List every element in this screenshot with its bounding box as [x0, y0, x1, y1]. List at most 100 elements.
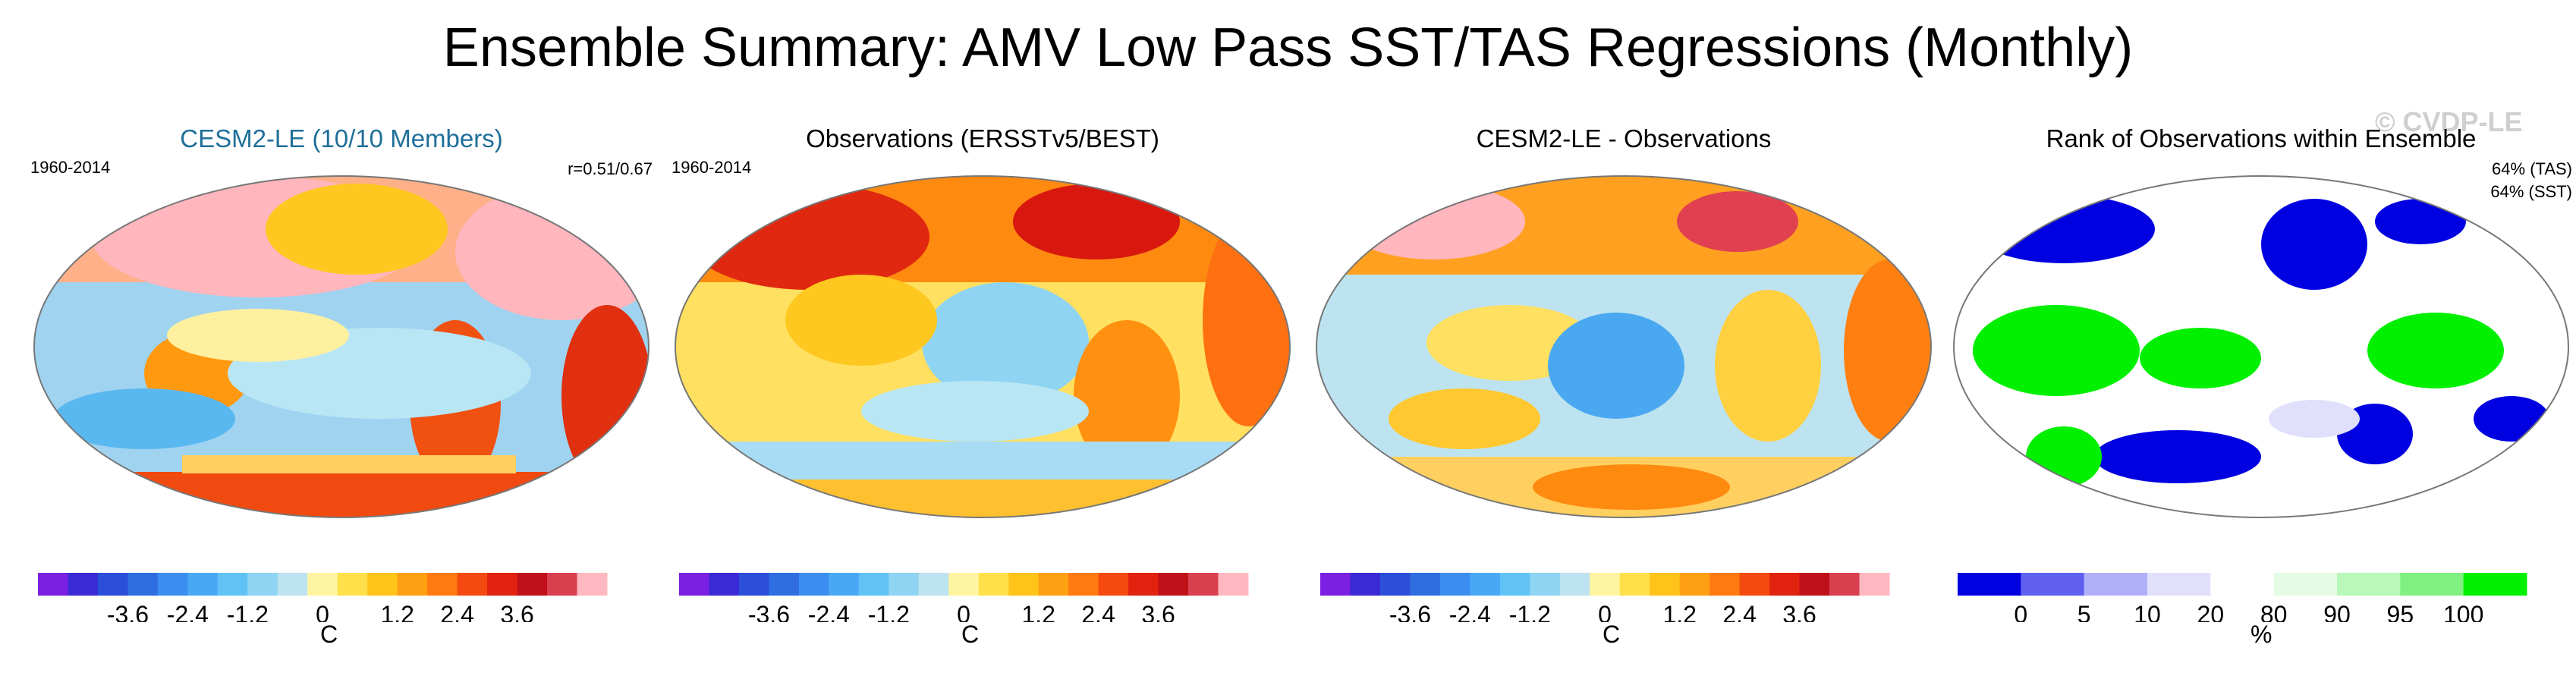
panel-title: Observations (ERSSTv5/BEST) [806, 124, 1159, 152]
figure-title: Ensemble Summary: AMV Low Pass SST/TAS R… [442, 17, 2134, 78]
colorbar-swatch [1038, 573, 1069, 596]
colorbar-tick-label: 95 [2387, 601, 2414, 622]
colorbar-tick-label: 100 [2443, 601, 2483, 622]
map-observations [675, 175, 1291, 518]
colorbar-swatch [307, 573, 338, 596]
colorbar-swatch [367, 573, 398, 596]
colorbar-swatch [1320, 573, 1351, 596]
colorbar-swatch [1008, 573, 1040, 596]
colorbar-swatch [948, 573, 980, 596]
colorbar-swatch [1350, 573, 1381, 596]
panel-difference: CESM2-LE - Observations -3.6 -2.4 -1.2 0 1.2… [1313, 121, 1935, 652]
colorbar-swatch [798, 573, 829, 596]
panel-observations: Observations (ERSSTv5/BEST) 1960-2014 -3… [672, 121, 1294, 652]
colorbar-swatch [68, 573, 99, 596]
colorbar-swatch [577, 573, 608, 596]
colorbar-swatch [738, 573, 769, 596]
colorbar-units: % [2250, 621, 2272, 648]
colorbar-tick-label: -3.6 [107, 601, 149, 622]
colorbar-swatch [1619, 573, 1650, 596]
colorbar-tick-label: 1.2 [380, 601, 414, 622]
colorbar-swatch [1958, 573, 2021, 596]
colorbar-swatch [397, 573, 428, 596]
colorbar: -3.6 -2.4 -1.2 0 1.2 2.4 3.6 [38, 573, 608, 622]
colorbar-swatch [2147, 573, 2211, 596]
colorbar-tick-label: 0 [957, 601, 970, 622]
colorbar-tick-label: 3.6 [500, 601, 533, 622]
colorbar: -3.6 -2.4 -1.2 0 1.2 2.4 3.6 [1320, 573, 1890, 622]
colorbar-tick-label: -3.6 [748, 601, 790, 622]
colorbar-swatch [1590, 573, 1621, 596]
colorbar-tick-label: 2.4 [1081, 601, 1115, 622]
rank-annotations: 64% (TAS) 64% (SST) [2490, 158, 2572, 203]
colorbar-tick-label: 10 [2134, 601, 2161, 622]
colorbar-tick-label: 5 [2077, 601, 2091, 622]
correlation-label: r=0.51/0.67 [568, 159, 653, 178]
sst-rank-label: 64% (SST) [2490, 182, 2572, 201]
panel-title: CESM2-LE - Observations [1476, 124, 1772, 152]
colorbar-swatch [217, 573, 248, 596]
panel-title: CESM2-LE (10/10 Members) [180, 124, 503, 152]
colorbar-tick-label: -2.4 [808, 601, 850, 622]
colorbar-swatch [1128, 573, 1159, 596]
colorbar-swatch [829, 573, 860, 596]
colorbar-tick-label: 2.4 [1722, 601, 1756, 622]
colorbar-tick-label: -2.4 [1449, 601, 1491, 622]
colorbar-swatch [247, 573, 278, 596]
colorbar-swatch [679, 573, 709, 596]
colorbar-tick-label: 3.6 [1141, 601, 1175, 622]
period-label: 1960-2014 [30, 158, 111, 177]
colorbar-swatch [1859, 573, 1890, 596]
colorbar-swatch [1499, 573, 1530, 596]
colorbar-swatch [1158, 573, 1189, 596]
colorbar-tick-label: 1.2 [1662, 601, 1696, 622]
map-cesm2-le [33, 175, 650, 518]
colorbar-swatch [157, 573, 188, 596]
colorbar-swatch [1410, 573, 1441, 596]
tas-rank-label: 64% (TAS) [2492, 159, 2572, 178]
colorbar-swatch [1679, 573, 1710, 596]
colorbar-units: C [320, 621, 338, 648]
colorbar-swatch [1769, 573, 1801, 596]
map-difference [1316, 175, 1932, 518]
colorbar-swatch [1559, 573, 1590, 596]
colorbar-swatch [1439, 573, 1470, 596]
colorbar-swatch [1098, 573, 1129, 596]
colorbar-tick-label: 20 [2197, 601, 2225, 622]
colorbar-swatch [709, 573, 740, 596]
colorbar-swatch [1379, 573, 1411, 596]
colorbar-tick-label: -1.2 [227, 601, 269, 622]
colorbar-swatch [97, 573, 128, 596]
colorbar-swatch [889, 573, 920, 596]
colorbar-swatch [2210, 573, 2275, 596]
colorbar-units: C [961, 621, 980, 648]
colorbar-tick-label: 90 [2323, 601, 2351, 622]
colorbar-tick-label: -2.4 [167, 601, 209, 622]
colorbar-swatch [547, 573, 578, 596]
colorbar-swatch [1068, 573, 1099, 596]
colorbar-tick-label: 3.6 [1782, 601, 1816, 622]
watermark: © CVDP-LE [2375, 106, 2523, 137]
colorbar-tick-label: 0 [2014, 601, 2027, 622]
colorbar-swatch [337, 573, 368, 596]
panel-title: Rank of Observations within Ensemble [2046, 124, 2477, 152]
colorbar-swatch [1709, 573, 1741, 596]
colorbar-swatch [487, 573, 518, 596]
colorbar-swatch [427, 573, 458, 596]
colorbar-swatch [2400, 573, 2464, 596]
colorbar-tick-label: 0 [1598, 601, 1612, 622]
colorbar-swatch [1530, 573, 1561, 596]
colorbar-swatch [517, 573, 548, 596]
colorbar-swatch [2273, 573, 2338, 596]
colorbar-tick-label: 2.4 [440, 601, 473, 622]
panel-cesm2-le: CESM2-LE (10/10 Members) 1960-2014 r=0.5… [30, 121, 653, 652]
colorbar-swatch [277, 573, 308, 596]
colorbar-swatch [2463, 573, 2527, 596]
period-label: 1960-2014 [672, 158, 752, 177]
colorbar-swatch [38, 573, 68, 596]
colorbar-swatch [2337, 573, 2401, 596]
colorbar-tick-label: -3.6 [1389, 601, 1431, 622]
colorbar-swatch [918, 573, 949, 596]
panel-rank: Rank of Observations within Ensemble 64%… [1950, 121, 2572, 652]
colorbar-swatch [1799, 573, 1830, 596]
